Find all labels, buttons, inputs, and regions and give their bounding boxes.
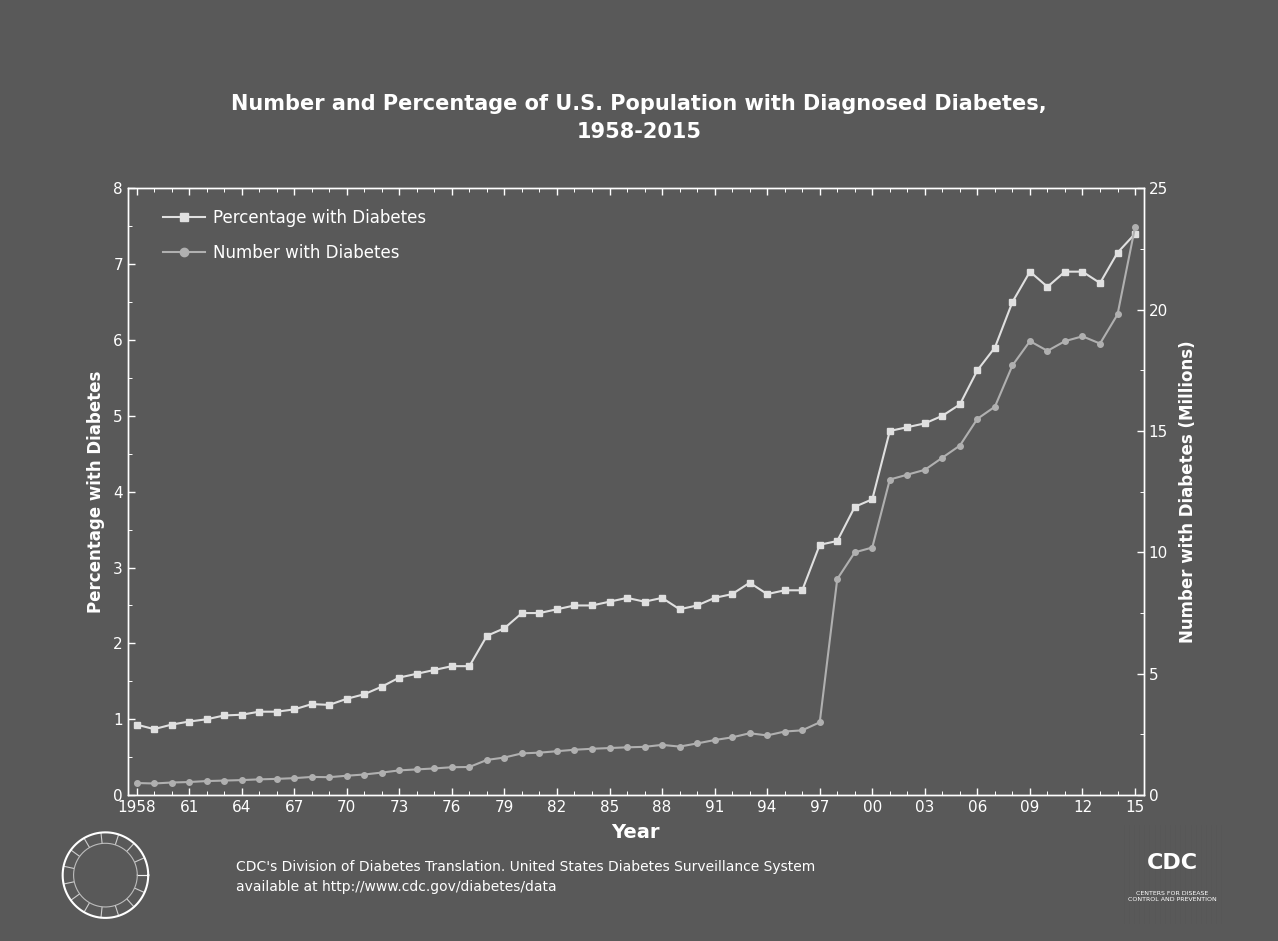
Number with Diabetes <box>1127 221 1143 232</box>
Percentage with Diabetes <box>391 672 406 683</box>
X-axis label: Year: Year <box>612 823 659 842</box>
Percentage with Diabetes <box>147 724 162 735</box>
Number with Diabetes <box>374 767 390 778</box>
Text: CENTERS FOR DISEASE
CONTROL AND PREVENTION: CENTERS FOR DISEASE CONTROL AND PREVENTI… <box>1128 890 1217 902</box>
Number with Diabetes <box>391 765 406 776</box>
Line: Number with Diabetes: Number with Diabetes <box>134 224 1137 787</box>
Text: Number and Percentage of U.S. Population with Diagnosed Diabetes,
1958-2015: Number and Percentage of U.S. Population… <box>231 93 1047 142</box>
Percentage with Diabetes <box>812 539 827 550</box>
Number with Diabetes <box>812 717 827 728</box>
Percentage with Diabetes <box>882 425 897 437</box>
Number with Diabetes <box>129 777 144 789</box>
Number with Diabetes <box>882 474 897 486</box>
Number with Diabetes <box>987 401 1002 412</box>
Y-axis label: Percentage with Diabetes: Percentage with Diabetes <box>87 371 105 613</box>
Text: 🦅: 🦅 <box>102 872 109 882</box>
Percentage with Diabetes <box>987 342 1002 353</box>
Percentage with Diabetes <box>129 719 144 730</box>
Percentage with Diabetes <box>374 681 390 693</box>
Percentage with Diabetes <box>1127 228 1143 239</box>
Text: CDC's Division of Diabetes Translation. United States Diabetes Surveillance Syst: CDC's Division of Diabetes Translation. … <box>236 860 815 894</box>
Number with Diabetes <box>147 778 162 789</box>
Y-axis label: Number with Diabetes (Millions): Number with Diabetes (Millions) <box>1180 341 1197 643</box>
Text: CDC: CDC <box>1146 853 1199 873</box>
Percentage with Diabetes <box>1093 278 1108 289</box>
Number with Diabetes <box>1093 338 1108 349</box>
Line: Percentage with Diabetes: Percentage with Diabetes <box>134 231 1137 732</box>
Legend: Percentage with Diabetes, Number with Diabetes: Percentage with Diabetes, Number with Di… <box>156 202 433 268</box>
